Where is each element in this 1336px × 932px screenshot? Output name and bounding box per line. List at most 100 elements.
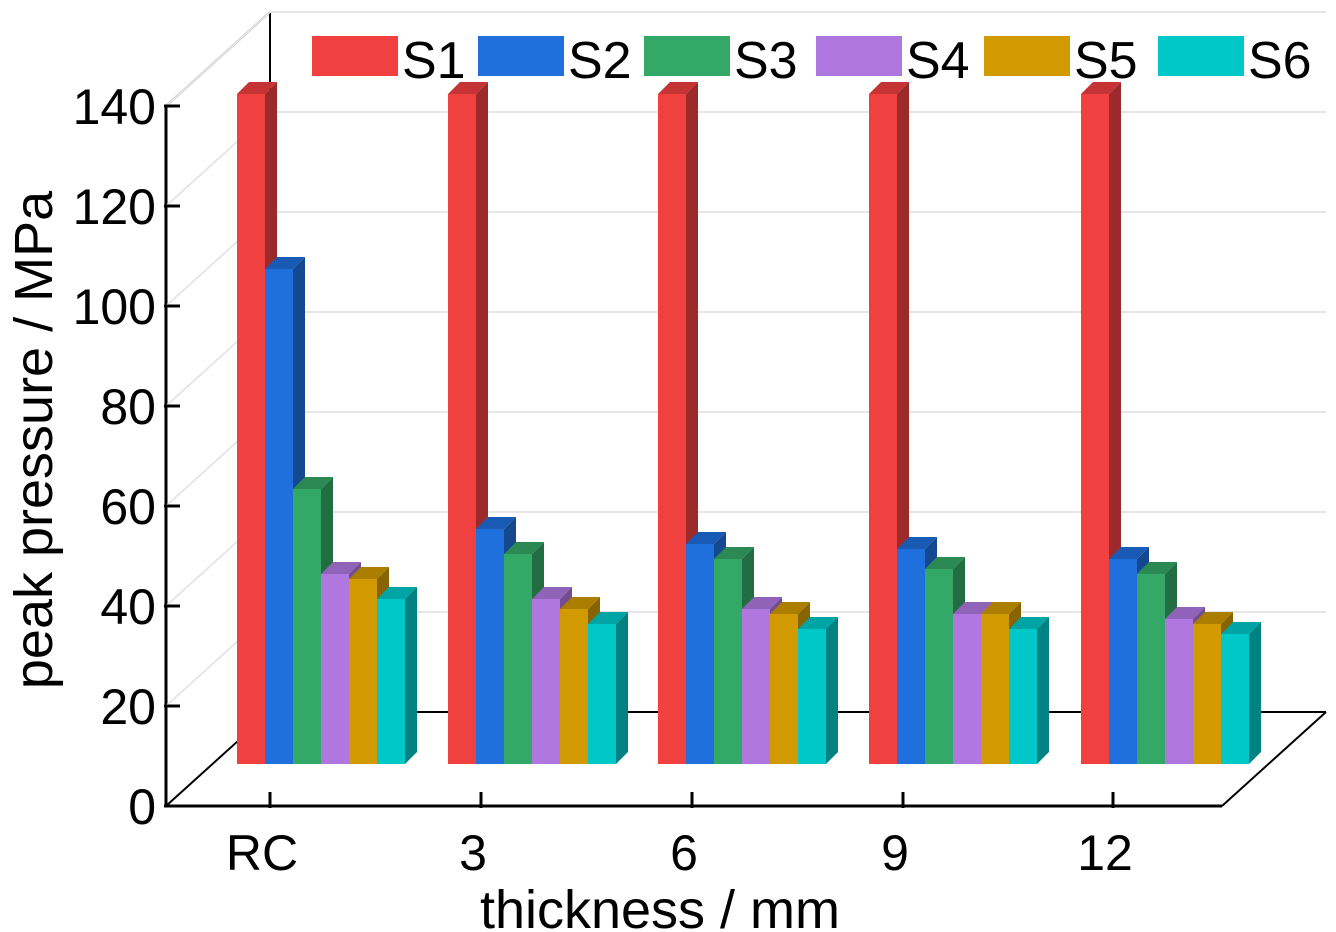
bar-top-S1-3 bbox=[448, 82, 488, 94]
bar-front-S1-6 bbox=[658, 94, 686, 764]
bar-side-S6-9 bbox=[1037, 617, 1049, 764]
bar-front-S5-RC bbox=[349, 579, 377, 764]
legend-item-S5: S5 bbox=[984, 32, 1138, 90]
bar-front-S6-9 bbox=[1009, 629, 1037, 764]
bar-front-S3-9 bbox=[925, 569, 953, 764]
y-tick-label-80: 80 bbox=[100, 379, 156, 435]
bar-side-S6-3 bbox=[616, 612, 628, 764]
bar-front-S5-12 bbox=[1193, 624, 1221, 764]
bar-front-S4-12 bbox=[1165, 619, 1193, 764]
bar-front-S3-12 bbox=[1137, 574, 1165, 764]
bar-top-S5-9 bbox=[981, 602, 1021, 614]
bar-front-S6-12 bbox=[1221, 634, 1249, 764]
y-tick-label-60: 60 bbox=[100, 479, 156, 535]
bar-top-S6-9 bbox=[1009, 617, 1049, 629]
bar-S6-3 bbox=[588, 612, 628, 764]
y-tick-label-40: 40 bbox=[100, 579, 156, 635]
bar-side-S6-RC bbox=[405, 587, 417, 764]
legend-item-S2: S2 bbox=[478, 32, 632, 90]
y-tick-label-140: 140 bbox=[73, 79, 156, 135]
legend-item-S4: S4 bbox=[816, 32, 970, 90]
bar-front-S1-9 bbox=[869, 94, 897, 764]
bar-front-S4-9 bbox=[953, 614, 981, 764]
x-axis: RC 3 6 9 12 bbox=[226, 792, 1133, 881]
y-tick-label-0: 0 bbox=[128, 779, 156, 835]
legend-label-S4: S4 bbox=[906, 32, 970, 90]
bar-top-S5-RC bbox=[349, 567, 389, 579]
bar-front-S2-9 bbox=[897, 549, 925, 764]
bar-top-S2-9 bbox=[897, 537, 937, 549]
bar-top-S2-6 bbox=[686, 532, 726, 544]
bar-front-S1-12 bbox=[1081, 94, 1109, 764]
bar-front-S5-6 bbox=[770, 614, 798, 764]
bar-top-S2-RC bbox=[265, 257, 305, 269]
legend-label-S2: S2 bbox=[568, 32, 632, 90]
bar-top-S1-9 bbox=[869, 82, 909, 94]
bar-front-S4-6 bbox=[742, 609, 770, 764]
legend-swatch-S6 bbox=[1158, 36, 1244, 76]
legend-swatch-S3 bbox=[644, 36, 730, 76]
bar-front-S2-6 bbox=[686, 544, 714, 764]
bar-top-S6-12 bbox=[1221, 622, 1261, 634]
bar-top-S4-6 bbox=[742, 597, 782, 609]
bar-front-S5-3 bbox=[560, 609, 588, 764]
bar-front-S6-6 bbox=[798, 629, 826, 764]
legend-swatch-S2 bbox=[478, 36, 564, 76]
bar-front-S6-3 bbox=[588, 624, 616, 764]
bar-top-S5-12 bbox=[1193, 612, 1233, 624]
wall-guide-140 bbox=[165, 11, 271, 107]
bar-front-S1-RC bbox=[237, 94, 265, 764]
bar-front-S3-6 bbox=[714, 559, 742, 764]
legend-item-S6: S6 bbox=[1158, 32, 1312, 90]
bar-top-S3-9 bbox=[925, 557, 965, 569]
legend: S1 S2 S3 S4 S5 S6 bbox=[312, 32, 1312, 90]
bar-top-S6-6 bbox=[798, 617, 838, 629]
x-tick-label-RC: RC bbox=[226, 825, 298, 881]
bar-front-S4-RC bbox=[321, 574, 349, 764]
legend-label-S3: S3 bbox=[734, 32, 798, 90]
legend-label-S5: S5 bbox=[1074, 32, 1138, 90]
bar-series bbox=[237, 82, 1261, 764]
bar-front-S1-3 bbox=[448, 94, 476, 764]
bar-front-S2-3 bbox=[476, 529, 504, 764]
bar-top-S5-6 bbox=[770, 602, 810, 614]
grid-lines bbox=[165, 11, 1326, 707]
legend-item-S1: S1 bbox=[312, 32, 466, 90]
legend-swatch-S5 bbox=[984, 36, 1070, 76]
bar-front-S2-RC bbox=[265, 269, 293, 764]
bar-S6-6 bbox=[798, 617, 838, 764]
floor-right-edge bbox=[1221, 711, 1327, 807]
y-axis: 0 20 40 60 80 100 120 140 bbox=[73, 79, 180, 835]
y-tick-label-100: 100 bbox=[73, 279, 156, 335]
bar-front-S3-3 bbox=[504, 554, 532, 764]
bar-top-S1-RC bbox=[237, 82, 277, 94]
bar-top-S4-3 bbox=[532, 587, 572, 599]
bar-top-S2-12 bbox=[1109, 547, 1149, 559]
bar-top-S4-12 bbox=[1165, 607, 1205, 619]
bar-top-S5-3 bbox=[560, 597, 600, 609]
bar-top-S1-6 bbox=[658, 82, 698, 94]
bar-top-S4-RC bbox=[321, 562, 361, 574]
bar-front-S6-RC bbox=[377, 599, 405, 764]
bar-top-S4-9 bbox=[953, 602, 993, 614]
y-axis-title: peak pressure / MPa bbox=[4, 190, 64, 689]
bar-front-S5-9 bbox=[981, 614, 1009, 764]
x-tick-label-6: 6 bbox=[670, 825, 698, 881]
x-axis-title: thickness / mm bbox=[480, 880, 840, 932]
bar-top-S3-3 bbox=[504, 542, 544, 554]
bar-S6-12 bbox=[1221, 622, 1261, 764]
legend-label-S1: S1 bbox=[402, 32, 466, 90]
y-tick-label-20: 20 bbox=[100, 679, 156, 735]
bar-side-S6-6 bbox=[826, 617, 838, 764]
legend-swatch-S4 bbox=[816, 36, 902, 76]
legend-item-S3: S3 bbox=[644, 32, 798, 90]
bar-front-S4-3 bbox=[532, 599, 560, 764]
bar-top-S6-3 bbox=[588, 612, 628, 624]
bar-S6-RC bbox=[377, 587, 417, 764]
y-tick-label-120: 120 bbox=[73, 179, 156, 235]
bar-front-S2-12 bbox=[1109, 559, 1137, 764]
bar-S4-12 bbox=[1165, 607, 1205, 764]
x-tick-label-12: 12 bbox=[1077, 825, 1133, 881]
legend-label-S6: S6 bbox=[1248, 32, 1312, 90]
